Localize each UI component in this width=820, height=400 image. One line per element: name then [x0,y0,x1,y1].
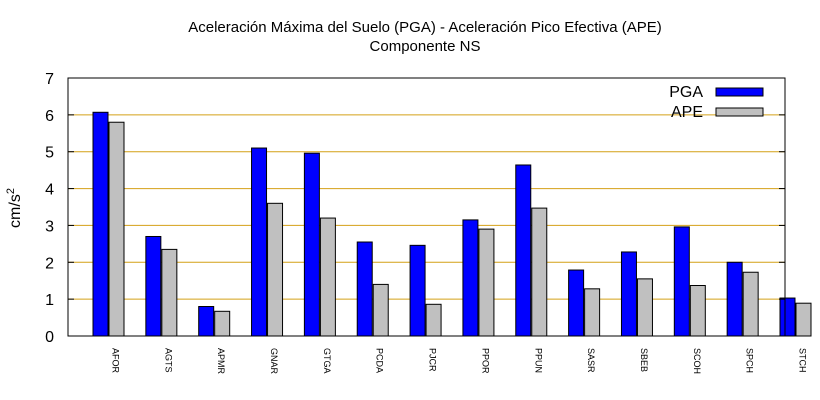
y-tick-label: 2 [45,255,54,272]
bar-pga-afor [92,111,109,337]
bar-pga-sasr [568,269,585,337]
x-tick-label: GTGA [322,348,332,374]
bar-ape-stch [795,302,812,337]
chart-subtitle: Componente NS [370,38,481,55]
y-tick-label: 4 [45,182,54,199]
bar-ape-ppor [478,228,495,337]
x-tick-label: PJCR [428,348,438,372]
legend-label-pga: PGA [669,84,703,101]
x-tick-label: AFOR [111,348,121,374]
bar-pga-gtga [303,152,320,337]
bar-pga-scoh [673,226,690,337]
x-tick-label: AGTS [163,348,173,373]
y-axis-label: cm/s2 [5,188,24,228]
bar-ape-agts [161,248,178,337]
bar-ape-scoh [689,285,706,337]
bar-pga-agts [145,235,162,337]
y-axis-label-base: cm/s [7,194,24,228]
bar-pga-pcda [356,241,373,337]
bar-ape-ppun [531,207,548,337]
y-tick-label: 0 [45,329,54,346]
bar-ape-sbeb [636,278,653,337]
bar-ape-apmr [214,310,231,337]
y-tick-label: 5 [45,145,54,162]
bar-pga-ppun [515,164,532,337]
x-tick-label: SBEB [639,348,649,372]
y-tick-labels: 0 1 2 3 4 5 6 7 [45,71,54,346]
bar-pga-apmr [198,306,215,337]
y-tick-label: 1 [45,292,54,309]
chart-title: Aceleración Máxima del Suelo (PGA) - Ace… [188,19,662,36]
bar-ape-pjcr [425,303,442,337]
bar-pga-pjcr [409,244,426,337]
x-tick-label: STCH [798,348,808,373]
x-tick-label: PCDA [375,348,385,373]
legend-swatch-ape [715,107,764,117]
y-tick-label: 6 [45,108,54,125]
x-tick-labels: AFOR AGTS APMR GNAR GTGA PCDA PJCR PPOR PPUN SASR… [111,348,808,375]
x-tick-label: SASR [586,348,596,373]
x-tick-label: GNAR [269,348,279,375]
x-tick-label: PPOR [480,348,490,374]
x-tick-label: APMR [216,348,226,375]
bar-ape-pcda [372,283,389,337]
legend-label-ape: APE [671,104,703,121]
x-tick-label: PPUN [533,348,543,373]
legend-swatch-pga [715,87,764,97]
bar-pga-spch [726,261,743,337]
bar-pga-ppor [462,219,479,337]
bar-pga-stch [779,297,796,337]
bar-ape-afor [108,121,125,337]
axes [67,77,786,337]
bar-ape-gtga [319,217,336,337]
bar-pga-gnar [251,147,268,337]
bar-ape-gnar [267,202,284,337]
grid-lines [68,114,785,300]
bars [92,111,812,337]
y-tick-label: 7 [45,71,54,88]
plot-frame [67,77,786,337]
x-tick-label: SCOH [692,348,702,374]
y-axis-label-exponent: 2 [5,188,17,194]
bar-pga-sbeb [620,251,637,337]
bar-ape-sasr [584,288,601,337]
legend: PGA APE [669,84,764,121]
bar-ape-spch [742,271,759,337]
x-tick-label: SPCH [745,348,755,373]
y-tick-label: 3 [45,218,54,235]
